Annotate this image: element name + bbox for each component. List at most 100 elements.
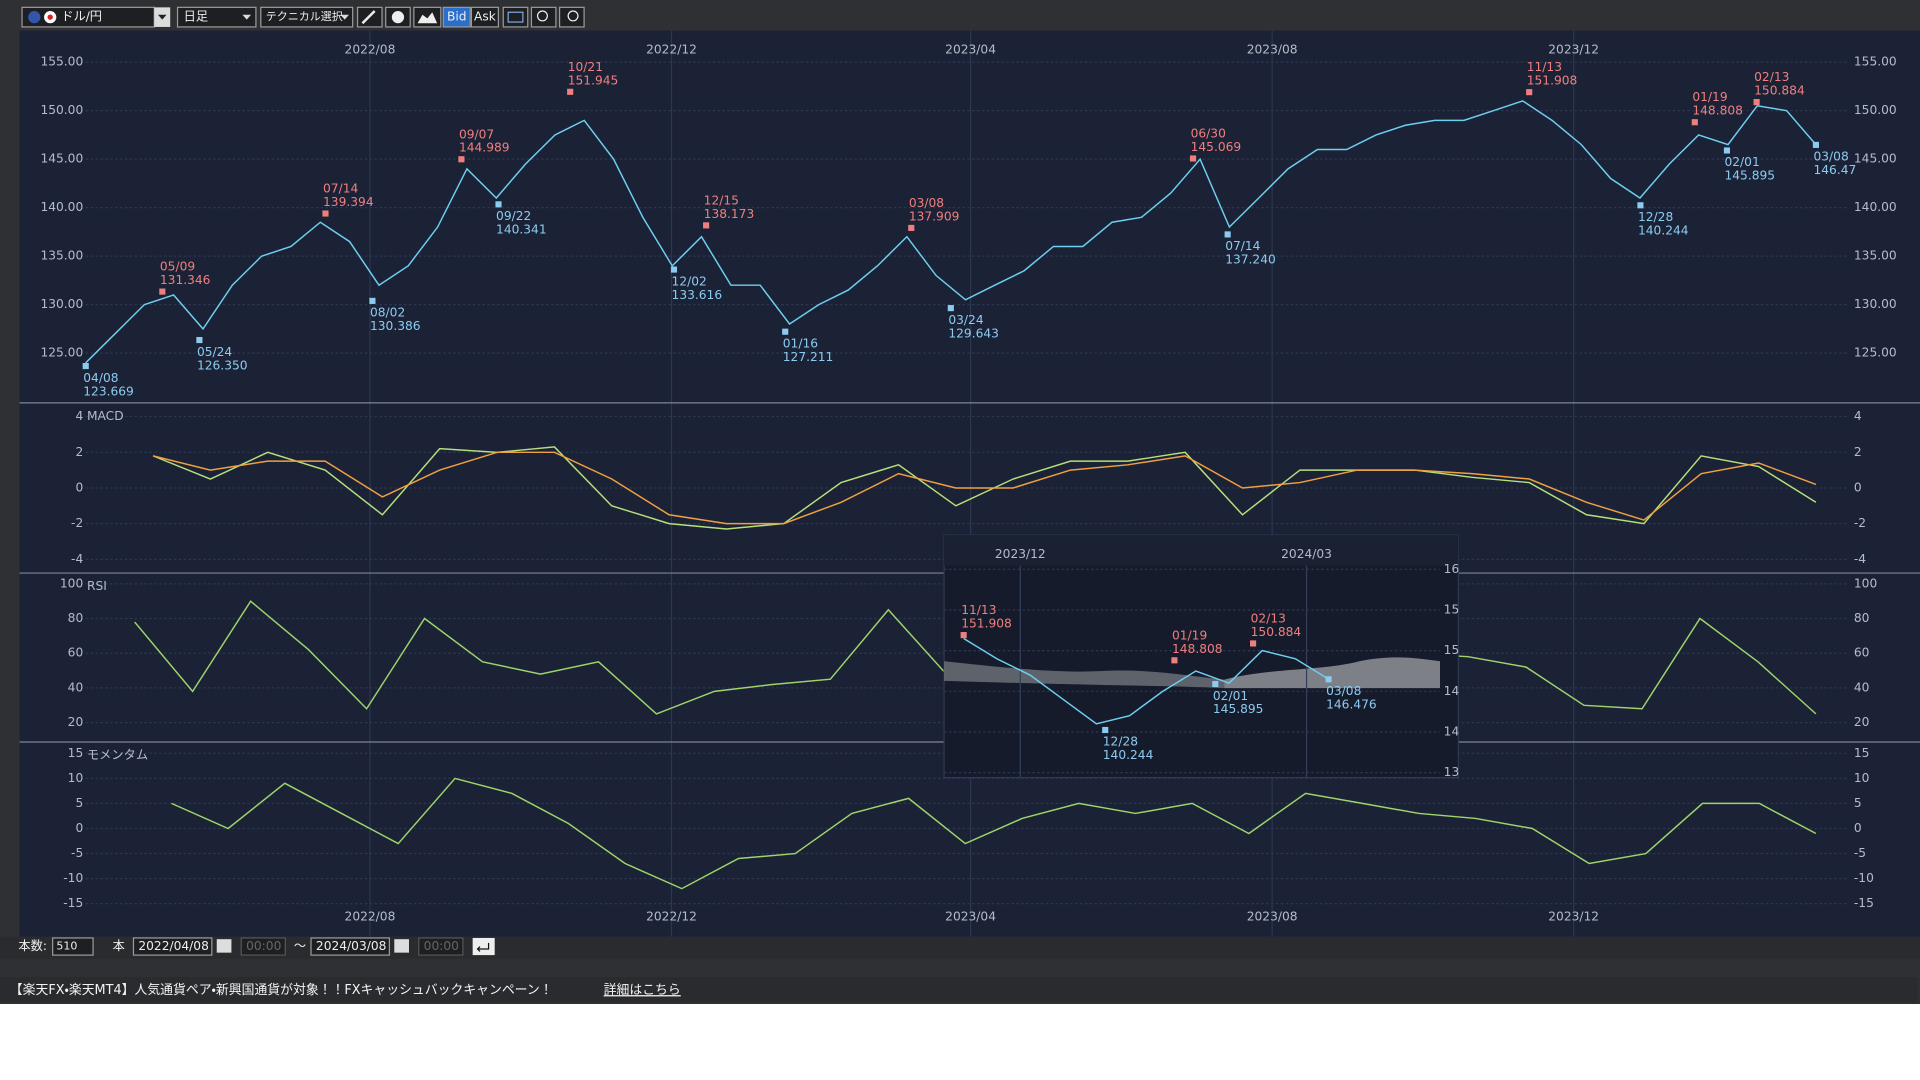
y-tick-label: 40 xyxy=(68,680,84,694)
pane-title: モメンタム xyxy=(87,748,148,762)
ask-button[interactable] xyxy=(470,6,499,28)
series-line xyxy=(152,451,1817,525)
pane-title: MACD xyxy=(87,409,124,423)
inset-chart: 2023/12 2024/03 160 155 150 145 140 135 11/13151… xyxy=(943,534,1467,779)
extreme-date: 03/08 xyxy=(909,196,944,210)
y-tick-label: 130.00 xyxy=(1854,297,1897,311)
y-tick-label: 0 xyxy=(1854,821,1862,835)
extreme-date: 12/28 xyxy=(1103,735,1138,749)
start-date-input[interactable] xyxy=(132,937,213,956)
extreme-price: 140.244 xyxy=(1103,748,1154,762)
extreme-date: 11/13 xyxy=(961,603,996,617)
page-bg xyxy=(0,1004,1920,1080)
calendar-button[interactable] xyxy=(394,939,409,953)
info-icon xyxy=(391,11,405,24)
start-date: 2022/04/08 xyxy=(138,939,209,953)
count-label: 本数: xyxy=(18,938,47,953)
extreme-marker xyxy=(1212,680,1219,688)
end-time: 00:00 xyxy=(424,939,459,953)
y-tick-label: 4 xyxy=(75,409,83,423)
extreme-marker xyxy=(1753,99,1760,106)
y-tick-label: -15 xyxy=(63,896,83,910)
zoom-in-button[interactable] xyxy=(558,6,585,28)
bid-label: Bid xyxy=(447,10,467,24)
x-tick-label: 2022/12 xyxy=(646,910,697,924)
y-tick-label: 140.00 xyxy=(40,200,83,214)
banner-link[interactable]: 詳細はこちら xyxy=(604,982,681,998)
technical-select[interactable] xyxy=(260,6,354,28)
count-unit: 本 xyxy=(113,939,125,953)
y-tick-label: 20 xyxy=(68,715,84,729)
extreme-marker xyxy=(159,288,166,295)
reset-icon xyxy=(476,942,490,952)
y-tick-label: -10 xyxy=(1854,871,1874,885)
x-tick-label: 2023/12 xyxy=(995,547,1046,561)
calendar-button[interactable] xyxy=(216,939,232,953)
extreme-marker xyxy=(1723,147,1730,154)
extreme-date: 08/02 xyxy=(370,306,405,320)
series-line xyxy=(85,100,1817,364)
zoom-icon xyxy=(567,10,579,22)
ask-label: Ask xyxy=(474,10,497,24)
ichimoku-cloud xyxy=(944,661,1225,689)
y-tick-label: -2 xyxy=(1854,516,1866,530)
fit-icon xyxy=(507,11,524,23)
y-tick-label: 60 xyxy=(1854,646,1870,660)
reset-button[interactable] xyxy=(472,937,495,956)
technical-label: テクニカル選択 xyxy=(266,9,343,23)
fit-button[interactable] xyxy=(502,6,529,28)
x-tick-label: 2023/12 xyxy=(1548,43,1599,57)
x-tick-label: 2022/08 xyxy=(345,910,396,924)
footer-bg xyxy=(0,936,1920,959)
inset-bg xyxy=(943,534,1459,779)
extreme-price: 146.47 xyxy=(1813,163,1856,177)
y-tick-label: 140.00 xyxy=(1854,200,1897,214)
y-tick-label: 125.00 xyxy=(40,346,83,360)
extreme-price: 123.669 xyxy=(83,384,134,398)
y-tick-label: -4 xyxy=(71,552,83,566)
inset-plot: 2023/12 2024/03 160 155 150 145 140 135 11/13151… xyxy=(944,547,1467,779)
y-tick-label: 60 xyxy=(68,646,84,660)
x-tick-label: 2023/08 xyxy=(1247,43,1298,57)
zoom-out-button[interactable] xyxy=(530,6,557,28)
extreme-marker xyxy=(1812,141,1819,148)
extreme-marker xyxy=(369,297,376,304)
y-tick-label: 145.00 xyxy=(1854,152,1897,166)
footer-bar: 本数: 510 本 2022/04/08 00:00 ～ 2024/03/08 … xyxy=(0,936,1920,959)
count-input[interactable] xyxy=(52,937,94,956)
extreme-date: 01/19 xyxy=(1172,628,1207,642)
timeframe-select[interactable] xyxy=(176,6,257,28)
x-tick-label: 2022/12 xyxy=(646,43,697,57)
y-tick-label: 80 xyxy=(1854,611,1870,625)
extreme-date: 07/14 xyxy=(323,182,358,196)
bid-button[interactable] xyxy=(442,6,471,28)
extreme-marker xyxy=(947,305,954,312)
dropdown-arrow xyxy=(157,14,167,20)
chart-type-button[interactable] xyxy=(413,6,442,28)
zoom-icon xyxy=(536,10,548,22)
extreme-marker xyxy=(1250,640,1257,647)
x-tick-label: 2022/08 xyxy=(345,43,396,57)
extreme-price: 137.909 xyxy=(909,209,960,223)
banner-text: 【楽天FX・楽天MT4】人気通貨ペア・新興国通貨が対象！！FXキャッシュバックキ… xyxy=(10,982,553,998)
series-line xyxy=(152,446,1817,530)
extreme-marker xyxy=(458,156,465,163)
extreme-price: 148.808 xyxy=(1172,642,1223,656)
area-icon xyxy=(417,12,438,24)
extreme-price: 131.346 xyxy=(160,273,211,287)
extreme-price: 137.240 xyxy=(1225,253,1276,267)
y-tick-label: 150.00 xyxy=(40,103,83,117)
end-date-input[interactable] xyxy=(310,937,390,956)
extreme-date: 09/07 xyxy=(459,127,494,141)
y-tick-label: 160 xyxy=(1444,562,1467,576)
extreme-date: 02/01 xyxy=(1724,155,1759,169)
y-tick-label: 135 xyxy=(1444,765,1467,779)
y-tick-label: 0 xyxy=(1854,480,1862,494)
extreme-price: 127.211 xyxy=(783,350,834,364)
extreme-marker xyxy=(567,88,574,95)
extreme-price: 139.394 xyxy=(323,195,374,209)
extreme-price: 129.643 xyxy=(948,326,999,340)
y-tick-label: 145.00 xyxy=(40,152,83,166)
y-tick-label: 10 xyxy=(1854,771,1870,785)
